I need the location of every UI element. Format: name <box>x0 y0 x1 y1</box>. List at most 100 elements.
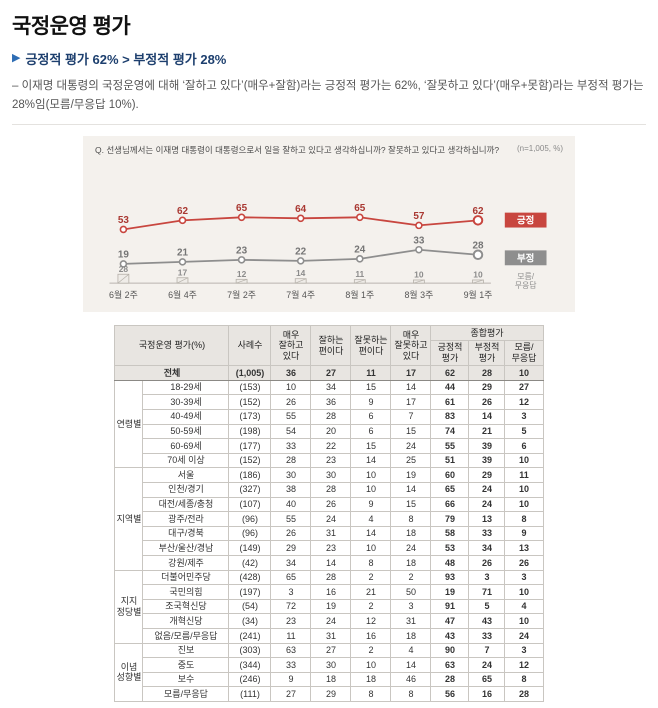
table-cell: 17 <box>390 394 432 410</box>
sample-size: (34) <box>228 613 272 630</box>
table-cell: 48 <box>430 555 470 571</box>
sample-size: (428) <box>228 569 272 586</box>
category-label: 인천/경기 <box>142 481 230 498</box>
table-cell: 30 <box>310 657 352 673</box>
table-cell: 30 <box>310 467 352 483</box>
table-cell: 4 <box>350 511 392 527</box>
category-label: 더불어민주당 <box>142 569 230 586</box>
table-cell: 24 <box>390 438 432 454</box>
table-cell: 66 <box>430 496 470 513</box>
table-cell: 30 <box>270 467 312 483</box>
table-row: 대전/세종/충청 (107) 40 26 9 15 66 24 10 <box>115 496 544 513</box>
table-cell: 55 <box>430 438 470 454</box>
svg-text:28: 28 <box>119 264 129 274</box>
table-cell: 61 <box>430 394 470 410</box>
table-cell: 4 <box>504 598 544 615</box>
table-cell: 16 <box>310 584 352 600</box>
table-cell: 2 <box>390 569 432 586</box>
svg-text:7월 2주: 7월 2주 <box>227 289 256 300</box>
svg-text:28: 28 <box>472 241 484 252</box>
sample-size: (186) <box>228 467 272 483</box>
table-cell: 28 <box>310 569 352 586</box>
table-cell: 55 <box>270 408 312 425</box>
table-cell: 9 <box>504 525 544 542</box>
category-label: 진보 <box>142 642 230 659</box>
category-label: 50-59세 <box>142 423 230 440</box>
svg-text:11: 11 <box>355 269 364 279</box>
table-cell: 34 <box>310 379 352 396</box>
header-negative: 부정적 평가 <box>468 339 506 367</box>
table-cell: 29 <box>468 467 506 483</box>
table-cell: 14 <box>390 657 432 673</box>
table-row: 인천/경기 (327) 38 28 10 14 65 24 10 <box>115 481 544 498</box>
svg-text:19: 19 <box>118 250 130 261</box>
svg-text:무응답: 무응답 <box>515 280 538 290</box>
table-cell: 15 <box>390 496 432 513</box>
table-cell: 65 <box>430 481 470 498</box>
table-cell: 44 <box>430 379 470 396</box>
table-cell: 27 <box>270 686 312 703</box>
svg-text:긍정: 긍정 <box>517 215 534 226</box>
table-cell: 9 <box>350 394 392 410</box>
table-cell: 39 <box>468 452 506 469</box>
header-bad: 잘못하는 편이다 <box>350 325 392 367</box>
svg-text:12: 12 <box>237 269 247 279</box>
svg-text:6월 2주: 6월 2주 <box>109 289 138 300</box>
sample-size: (327) <box>228 481 272 498</box>
table-row: 지역별 서울 (186) 30 30 10 19 60 29 11 <box>114 467 544 571</box>
table-cell: 24 <box>310 613 352 630</box>
sample-size: (177) <box>228 438 272 454</box>
table-row: 대구/경북 (96) 26 31 14 18 58 33 9 <box>115 525 544 542</box>
table-cell: 7 <box>390 408 432 425</box>
table-cell: 43 <box>468 613 506 630</box>
table-cell: 19 <box>310 598 352 615</box>
table-cell: 90 <box>430 642 470 659</box>
table-cell: 21 <box>468 423 506 440</box>
table-cell: 6 <box>504 438 544 454</box>
table-cell: 24 <box>390 540 432 556</box>
table-cell: 79 <box>430 511 470 527</box>
table-cell: 26 <box>468 555 506 571</box>
table-cell: 56 <box>430 686 470 703</box>
table-cell: 26 <box>310 496 352 513</box>
table-cell: 28 <box>310 481 352 498</box>
table-cell: 5 <box>468 598 506 615</box>
category-label: 서울 <box>142 467 230 483</box>
table-cell: 33 <box>270 657 312 673</box>
table-row: 60-69세 (177) 33 22 15 24 55 39 6 <box>115 438 544 454</box>
table-row: 70세 이상 (152) 28 23 14 25 51 39 10 <box>115 452 544 469</box>
table-cell: 31 <box>390 613 432 630</box>
chart-question: Q. 선생님께서는 이재명 대통령이 대통령으로서 일을 잘하고 있다고 생각하… <box>95 145 500 156</box>
table-cell: 10 <box>270 379 312 396</box>
table-cell: 27 <box>504 379 544 396</box>
table-cell: 50 <box>390 584 432 600</box>
sample-size: (198) <box>228 423 272 440</box>
table-cell: 21 <box>350 584 392 600</box>
table-cell: 47 <box>430 613 470 630</box>
table-cell: 5 <box>504 423 544 440</box>
sample-size: (344) <box>228 657 272 673</box>
table-cell: 28 <box>468 365 506 381</box>
table-row: 이념 성향별 진보 (303) 63 27 2 4 90 7 3 <box>114 642 544 703</box>
table-cell: 15 <box>350 379 392 396</box>
table-cell: 18 <box>350 671 392 688</box>
category-label: 대전/세종/충청 <box>142 496 230 513</box>
table-row: 보수 (246) 9 18 18 46 28 65 8 <box>115 671 544 688</box>
sample-size: (303) <box>228 642 272 659</box>
sample-size: (153) <box>228 379 272 396</box>
sample-size: (111) <box>228 686 272 703</box>
category-label: 보수 <box>142 671 230 688</box>
svg-text:7월 4주: 7월 4주 <box>286 289 315 300</box>
table-cell: 13 <box>504 540 544 556</box>
table-cell: 65 <box>468 671 506 688</box>
table-row: 30-39세 (152) 26 36 9 17 61 26 12 <box>115 394 544 410</box>
sample-size: (54) <box>228 598 272 615</box>
svg-text:10: 10 <box>473 270 483 280</box>
table-cell: 10 <box>504 481 544 498</box>
page-title: 국정운영 평가 <box>12 15 131 38</box>
svg-text:62: 62 <box>177 206 189 217</box>
table-cell: 27 <box>310 365 352 381</box>
table-cell: 71 <box>468 584 506 600</box>
table-row: 강원/제주 (42) 34 14 8 18 48 26 26 <box>115 555 544 571</box>
table-row: 모름/무응답 (111) 27 29 8 8 56 16 28 <box>115 686 544 703</box>
